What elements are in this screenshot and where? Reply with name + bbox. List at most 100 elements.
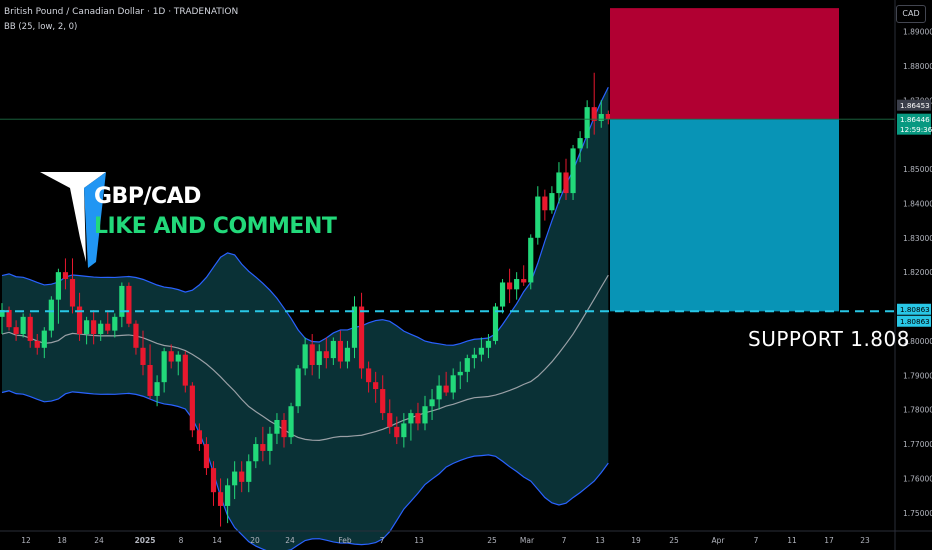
candle[interactable]: [239, 461, 245, 493]
candle[interactable]: [20, 313, 26, 338]
candle-body[interactable]: [344, 347, 351, 362]
candle-body[interactable]: [225, 485, 231, 506]
candle[interactable]: [217, 478, 224, 527]
candle[interactable]: [147, 344, 153, 400]
candle-body[interactable]: [274, 419, 280, 434]
candle-body[interactable]: [415, 413, 421, 424]
candle-body[interactable]: [168, 351, 174, 362]
candle[interactable]: [521, 265, 527, 286]
candle-body[interactable]: [605, 114, 611, 120]
price-axis[interactable]: 1.890001.880001.870001.850001.840001.830…: [894, 0, 932, 550]
candle-body[interactable]: [337, 340, 343, 362]
candle-body[interactable]: [528, 237, 534, 283]
candle-body[interactable]: [387, 413, 393, 427]
candle[interactable]: [316, 344, 322, 379]
candle-body[interactable]: [13, 327, 19, 335]
candle[interactable]: [499, 279, 506, 314]
candle-body[interactable]: [514, 279, 520, 290]
candle[interactable]: [232, 461, 238, 500]
candle[interactable]: [13, 320, 19, 341]
candle[interactable]: [246, 454, 252, 493]
candle[interactable]: [253, 437, 259, 469]
candle-body[interactable]: [598, 114, 604, 121]
candle[interactable]: [337, 330, 343, 369]
candle[interactable]: [154, 375, 160, 407]
candle[interactable]: [34, 334, 40, 355]
symbol-title[interactable]: British Pound / Canadian Dollar · 1D · T…: [4, 7, 239, 17]
candle[interactable]: [591, 72, 597, 135]
candle[interactable]: [84, 316, 90, 345]
candle-body[interactable]: [133, 323, 139, 348]
candle-body[interactable]: [232, 471, 238, 486]
candle-body[interactable]: [119, 285, 125, 317]
candle[interactable]: [274, 413, 280, 445]
candle-body[interactable]: [570, 148, 576, 194]
candle[interactable]: [105, 309, 111, 335]
candle-body[interactable]: [175, 354, 181, 362]
candle-body[interactable]: [302, 344, 308, 369]
candle[interactable]: [485, 334, 492, 359]
candle[interactable]: [429, 389, 435, 420]
candle-body[interactable]: [485, 340, 492, 348]
candle[interactable]: [119, 282, 125, 328]
candle[interactable]: [330, 337, 336, 365]
candle-body[interactable]: [105, 323, 111, 331]
candle-body[interactable]: [210, 468, 217, 493]
candle-body[interactable]: [288, 406, 294, 438]
candle[interactable]: [514, 272, 520, 300]
candle-body[interactable]: [563, 172, 569, 194]
stop-loss-zone[interactable]: [610, 8, 839, 120]
candle-body[interactable]: [154, 382, 160, 396]
candle[interactable]: [288, 402, 294, 445]
candle[interactable]: [203, 437, 210, 475]
candle-body[interactable]: [457, 371, 463, 376]
candle[interactable]: [295, 364, 301, 414]
candle[interactable]: [133, 320, 139, 355]
candle-body[interactable]: [267, 433, 273, 451]
candle[interactable]: [225, 478, 231, 524]
candle-body[interactable]: [161, 351, 167, 383]
candle-body[interactable]: [69, 279, 76, 307]
candle-body[interactable]: [584, 107, 590, 139]
candle[interactable]: [351, 296, 358, 359]
candle[interactable]: [394, 416, 400, 445]
candle-body[interactable]: [535, 196, 541, 238]
candle[interactable]: [528, 234, 534, 290]
candle-body[interactable]: [422, 406, 428, 424]
candle[interactable]: [605, 110, 611, 125]
candle-body[interactable]: [499, 282, 506, 307]
candle-body[interactable]: [309, 344, 315, 365]
candle[interactable]: [344, 340, 351, 369]
candle-body[interactable]: [373, 382, 379, 390]
take-profit-zone[interactable]: [610, 119, 839, 312]
candle-body[interactable]: [380, 389, 386, 414]
candle-body[interactable]: [48, 299, 54, 331]
candle-body[interactable]: [316, 351, 322, 365]
candle-body[interactable]: [358, 306, 365, 369]
candles[interactable]: [0, 72, 611, 527]
candle-body[interactable]: [126, 285, 132, 324]
candle[interactable]: [196, 423, 202, 451]
candle-body[interactable]: [591, 107, 597, 121]
candle-body[interactable]: [76, 306, 83, 335]
candle[interactable]: [62, 258, 69, 290]
candle-body[interactable]: [478, 347, 484, 355]
candle[interactable]: [55, 268, 61, 324]
candle-body[interactable]: [295, 368, 301, 407]
candle-body[interactable]: [62, 272, 69, 280]
candle[interactable]: [401, 413, 407, 448]
candle[interactable]: [549, 186, 555, 214]
candle-body[interactable]: [549, 193, 555, 211]
candle[interactable]: [584, 100, 590, 149]
candle-body[interactable]: [140, 347, 146, 365]
candle[interactable]: [210, 461, 217, 506]
candle[interactable]: [175, 351, 181, 376]
countdown-tag[interactable]: 12:59:36: [897, 123, 932, 135]
candle-body[interactable]: [351, 306, 358, 348]
candle[interactable]: [366, 361, 372, 393]
candle[interactable]: [41, 327, 47, 359]
candle[interactable]: [415, 402, 421, 431]
candle-body[interactable]: [366, 368, 372, 383]
candle-body[interactable]: [521, 279, 527, 283]
candle[interactable]: [140, 330, 146, 376]
